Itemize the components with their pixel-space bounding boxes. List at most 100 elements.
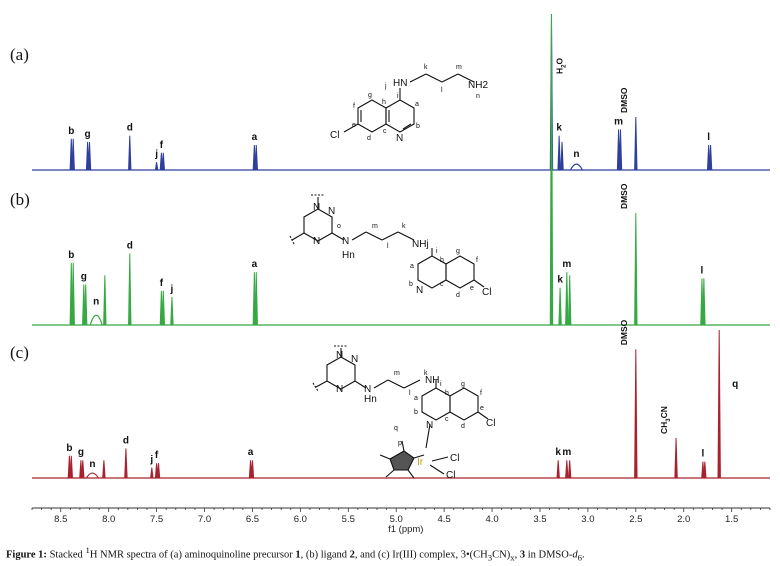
peak-label: m: [562, 259, 571, 270]
spectrum-peak: [81, 460, 85, 479]
spectrum-peak: [71, 262, 75, 326]
struct-a-locant: l: [441, 87, 443, 94]
struct-c-atom: N: [364, 384, 371, 395]
figure-caption: Figure 1: Stacked 1H NMR spectra of (a) …: [6, 545, 776, 563]
struct-c-atom: Cl: [450, 453, 459, 464]
spectrum-peak: [567, 460, 572, 479]
x-tick-label: 2.0: [677, 514, 690, 525]
spectrum-peak: [549, 13, 554, 326]
struct-a-atom: NH2: [468, 80, 488, 91]
peak-label: l: [702, 449, 705, 460]
panel-label: (c): [10, 343, 29, 362]
panel-label: (b): [10, 190, 30, 209]
spectrum-peak: [89, 314, 103, 326]
peak-label: a: [252, 132, 258, 143]
struct-a-locant: n: [476, 93, 480, 100]
structure-b-labels: N N N N N NHj Hn Cl o m l k a b c d e f …: [313, 202, 491, 299]
struct-a-locant: d: [367, 135, 371, 142]
spectrum-peak: [556, 460, 560, 479]
peak-label: l: [707, 132, 710, 143]
panel-label: (a): [10, 45, 29, 64]
struct-b-locant: k: [402, 223, 406, 230]
struct-a-atom: N: [396, 133, 403, 144]
spectrum-peak: [557, 135, 561, 171]
struct-b-locant: g: [456, 248, 460, 255]
struct-c-atom: N: [426, 420, 433, 431]
struct-a-locant: g: [368, 92, 372, 99]
struct-a-locant: k: [424, 64, 428, 71]
peak-label: d: [127, 123, 133, 134]
spectrum-peak: [674, 438, 678, 479]
x-tick-label: 7.5: [150, 514, 163, 525]
x-tick-label: 4.5: [438, 514, 451, 525]
caption-text: , and (c) Ir(III) complex, 3•(CH: [354, 549, 488, 561]
peak-label: m: [614, 116, 623, 127]
spectrum-peak: [154, 162, 159, 171]
peak-label: n: [573, 149, 579, 160]
caption-sub: x: [510, 552, 515, 563]
caption-text: .: [581, 549, 585, 561]
struct-b-atom: N: [313, 236, 320, 247]
spectrum-peak: [560, 141, 564, 171]
struct-a-locant: e: [352, 122, 356, 129]
struct-b-atom: Cl: [482, 287, 491, 298]
struct-a-atom: HN: [393, 78, 407, 89]
peak-label: k: [555, 447, 561, 458]
struct-b-atom: Hn: [342, 250, 355, 261]
spectrum-peak: [156, 463, 161, 479]
struct-a-locant: f: [353, 103, 355, 110]
struct-c-locant: b: [414, 409, 418, 416]
struct-c-atom: Hn: [364, 394, 377, 405]
structure-c: [312, 345, 489, 479]
struct-b-locant: i: [436, 248, 438, 255]
peak-label: k: [557, 275, 563, 286]
structure-a: [343, 73, 475, 133]
struct-b-atom: NHj: [412, 239, 429, 250]
struct-b-locant: h: [440, 257, 444, 264]
peak-label: d: [127, 240, 133, 251]
peak-label: f: [160, 140, 164, 151]
struct-c-atom: Cl: [486, 418, 495, 429]
peak-label: n: [93, 296, 99, 307]
x-tick-label: 6.5: [246, 514, 259, 525]
structure-c-labels: N N N N NH Hn N Cl Cl Ir Cl m l k a b c …: [336, 350, 495, 481]
caption-text: CN): [492, 549, 511, 561]
spectrum-peak: [85, 472, 99, 479]
struct-b-atom: N: [313, 202, 320, 213]
peak-label: m: [562, 447, 571, 458]
struct-b-locant: e: [470, 285, 474, 292]
spectrum-peak: [708, 145, 713, 171]
caption-compound: 3: [519, 549, 526, 561]
spectrum-peak: [103, 275, 107, 326]
structure-b: [289, 194, 485, 289]
peak-label: DMSO: [619, 319, 629, 345]
x-tick-label: 4.0: [485, 514, 498, 525]
struct-c-locant: q: [394, 425, 398, 432]
struct-a-locant: b: [416, 123, 420, 130]
x-tick-label: 3.5: [533, 514, 546, 525]
peak-label: g: [85, 129, 91, 140]
peak-label: g: [78, 447, 84, 458]
peak-label: j: [154, 149, 158, 160]
struct-c-locant: e: [480, 405, 484, 412]
spectrum-peak: [618, 129, 623, 171]
caption-text: in DMSO-: [525, 549, 573, 561]
struct-a-locant: m: [456, 64, 462, 71]
peak-label: f: [160, 278, 164, 289]
peak-label: DMSO: [619, 183, 629, 209]
peak-label: g: [81, 272, 87, 283]
peak-label: d: [123, 435, 129, 446]
struct-c-locant: g: [461, 381, 465, 388]
spectrum-peak: [124, 448, 128, 479]
x-axis-label: f1 (ppm): [388, 524, 423, 535]
spectrum-peak: [634, 349, 638, 479]
spectrum-peak: [703, 461, 707, 479]
struct-a-atom: Cl: [330, 130, 339, 141]
struct-c-locant: c: [445, 416, 449, 423]
struct-c-locant: d: [461, 423, 465, 430]
x-tick-label: 8.0: [102, 514, 115, 525]
caption-italic: d: [572, 549, 578, 561]
spectrum-peak: [717, 329, 721, 479]
peak-label: a: [252, 259, 258, 270]
spectrum-peak: [87, 141, 92, 171]
